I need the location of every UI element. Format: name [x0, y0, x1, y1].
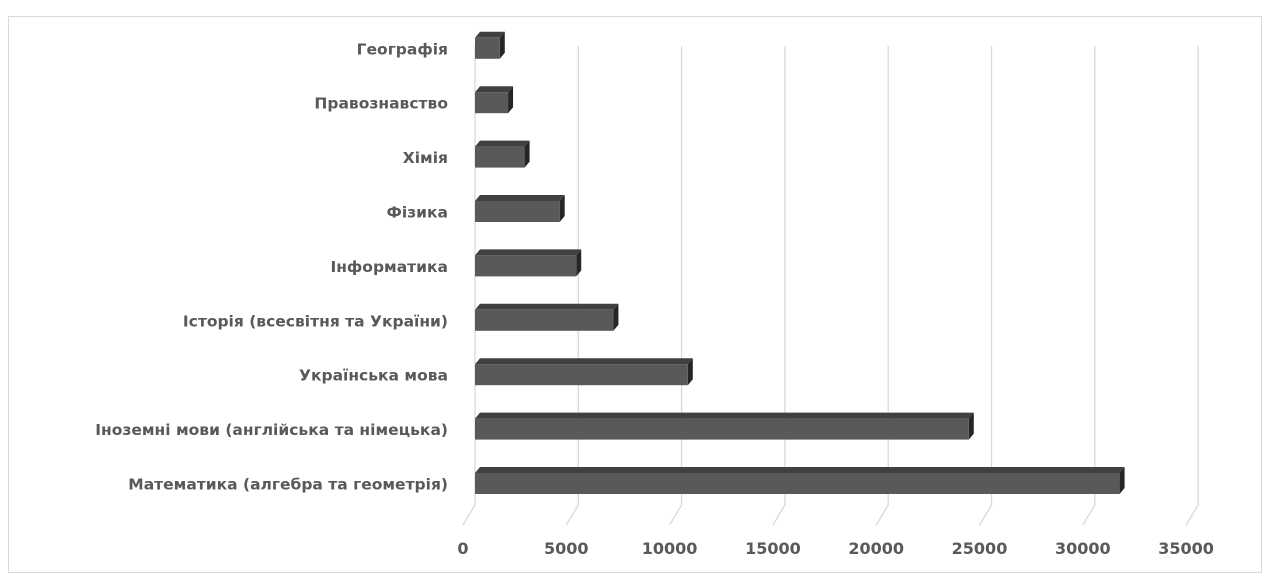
- bars: [475, 31, 1125, 494]
- x-tick-label: 25000: [952, 539, 1008, 558]
- gridline: [978, 46, 993, 526]
- bar: [475, 358, 693, 386]
- x-tick-label: 0: [457, 539, 468, 558]
- bar: [475, 140, 530, 168]
- x-tick-label: 15000: [745, 539, 801, 558]
- bar: [475, 412, 974, 440]
- bar: [475, 467, 1125, 494]
- category-label: Іноземні мови (англійська та німецька): [95, 421, 448, 439]
- bar: [475, 31, 505, 59]
- x-tick-label: 5000: [544, 539, 589, 558]
- gridline: [1082, 46, 1096, 526]
- category-label: Географія: [357, 40, 448, 58]
- category-label: Правознавство: [314, 95, 448, 113]
- bar: [475, 86, 514, 114]
- category-label: Математика (алгебра та геометрія): [128, 476, 448, 494]
- category-label: Українська мова: [299, 367, 448, 385]
- x-tick-label: 20000: [848, 539, 904, 558]
- gridline: [669, 46, 683, 526]
- category-label: Фізика: [386, 204, 448, 222]
- gridline: [772, 46, 786, 526]
- x-axis-ticks: 0 5000 10000 15000 20000 25000 30000 35000: [457, 539, 1214, 558]
- gridline: [462, 46, 476, 526]
- bar: [475, 303, 619, 331]
- gridline: [875, 46, 889, 526]
- category-label: Інформатика: [330, 258, 448, 276]
- x-tick-label: 35000: [1158, 539, 1214, 558]
- category-label: Хімія: [403, 149, 448, 167]
- x-tick-label: 10000: [642, 539, 698, 558]
- gridlines: [462, 46, 1199, 526]
- category-label: Історія (всесвітня та України): [183, 312, 448, 330]
- category-labels: Математика (алгебра та геометрія) Іноземн…: [95, 40, 448, 493]
- bar: [475, 195, 565, 222]
- gridline: [1185, 46, 1199, 526]
- x-tick-label: 30000: [1055, 539, 1111, 558]
- bar: [475, 249, 582, 277]
- gridline: [565, 46, 579, 526]
